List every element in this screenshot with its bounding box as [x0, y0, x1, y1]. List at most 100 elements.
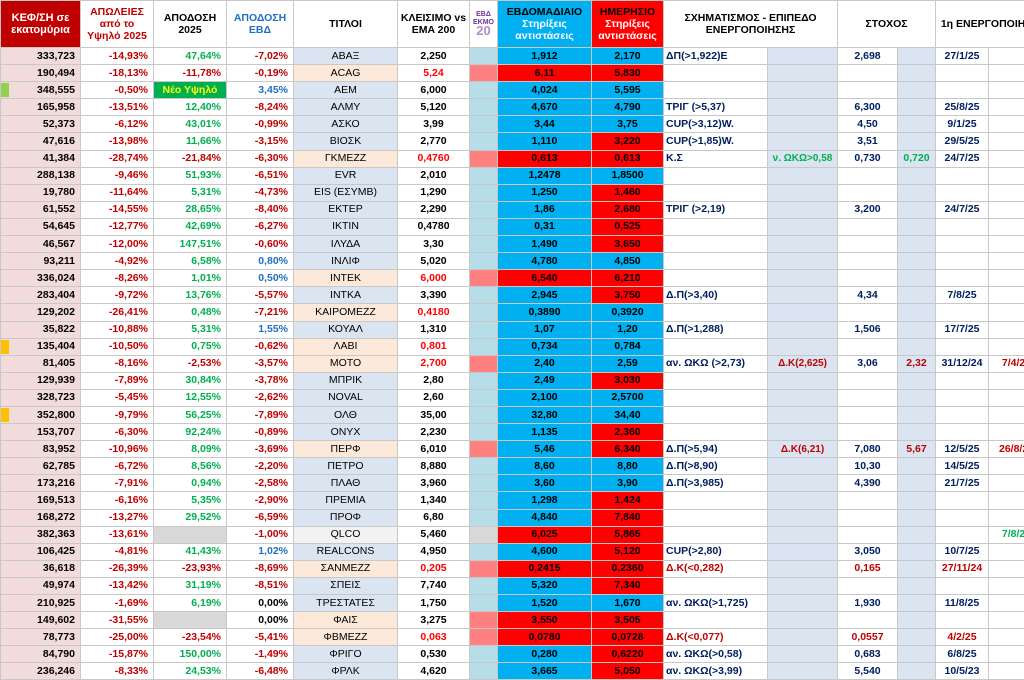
- cap-cell: 328,723: [1, 389, 81, 406]
- target2-cell: [898, 270, 936, 287]
- yr-cell: Νέο Υψηλό: [154, 82, 227, 99]
- yr-cell: 8,56%: [154, 458, 227, 475]
- loss-cell: -13,42%: [81, 577, 154, 594]
- activation2-cell: [989, 150, 1024, 167]
- weekly-cell: 1,135: [498, 424, 592, 441]
- ticker-cell: QLCO: [294, 526, 398, 543]
- ticker-cell: ΟΝΥΧ: [294, 424, 398, 441]
- wk-cell: -8,24%: [227, 99, 294, 116]
- activation-cell: 11/8/25: [936, 595, 989, 612]
- ticker-cell: ΑΛΜΥ: [294, 99, 398, 116]
- daily-cell: 3,75: [592, 116, 664, 133]
- ema-flag-cell: [470, 321, 498, 338]
- pattern-level-cell: [768, 133, 838, 150]
- wk-cell: -3,69%: [227, 441, 294, 458]
- close-cell: 5,24: [398, 65, 470, 82]
- wk-cell: -0,62%: [227, 338, 294, 355]
- weekly-cell: 3,665: [498, 663, 592, 680]
- pattern-level-cell: [768, 475, 838, 492]
- target2-cell: [898, 475, 936, 492]
- ticker-cell: ΛΑΒΙ: [294, 338, 398, 355]
- target-cell: 3,050: [838, 543, 898, 560]
- daily-cell: 3,750: [592, 287, 664, 304]
- ema-flag-cell: [470, 218, 498, 235]
- loss-cell: -1,69%: [81, 595, 154, 612]
- activation2-cell: [989, 201, 1024, 218]
- target-cell: 5,540: [838, 663, 898, 680]
- pattern-cell: [664, 526, 768, 543]
- pattern-level-cell: ν. ΩΚΩ>0,58: [768, 150, 838, 167]
- activation-cell: [936, 304, 989, 321]
- loss-cell: -18,13%: [81, 65, 154, 82]
- cap-cell: 83,952: [1, 441, 81, 458]
- daily-cell: 1,8500: [592, 167, 664, 184]
- activation2-cell: [989, 424, 1024, 441]
- pattern-level-cell: [768, 201, 838, 218]
- yr-cell: 8,09%: [154, 441, 227, 458]
- ticker-cell: ΙΝΛΙΦ: [294, 253, 398, 270]
- yr-cell: -23,54%: [154, 629, 227, 646]
- pattern-level-cell: [768, 663, 838, 680]
- ema-flag-cell: [470, 441, 498, 458]
- activation2-cell: [989, 253, 1024, 270]
- wk-cell: -8,69%: [227, 560, 294, 577]
- cap-cell: 165,958: [1, 99, 81, 116]
- header-weekly-sub: Στηρίξεις αντιστάσεις: [515, 18, 573, 42]
- pattern-level-cell: [768, 321, 838, 338]
- wk-cell: 3,45%: [227, 82, 294, 99]
- weekly-cell: 0,3890: [498, 304, 592, 321]
- loss-cell: -0,50%: [81, 82, 154, 99]
- daily-cell: 5,830: [592, 65, 664, 82]
- activation-cell: 24/7/25: [936, 201, 989, 218]
- weekly-cell: 0,2415: [498, 560, 592, 577]
- activation-cell: [936, 338, 989, 355]
- daily-cell: 5,050: [592, 663, 664, 680]
- loss-cell: -13,98%: [81, 133, 154, 150]
- close-cell: 2,290: [398, 201, 470, 218]
- activation2-cell: [989, 646, 1024, 663]
- cap-cell: 36,618: [1, 560, 81, 577]
- pattern-level-cell: [768, 577, 838, 594]
- yr-cell: 11,66%: [154, 133, 227, 150]
- row-marker: [1, 408, 9, 422]
- activation2-cell: [989, 406, 1024, 423]
- daily-cell: 4,790: [592, 99, 664, 116]
- activation2-cell: [989, 99, 1024, 116]
- target-cell: [838, 304, 898, 321]
- activation2-cell: [989, 372, 1024, 389]
- target2-cell: [898, 167, 936, 184]
- activation-cell: 14/5/25: [936, 458, 989, 475]
- yr-cell: 13,76%: [154, 287, 227, 304]
- pattern-cell: Δ.Π(>8,90): [664, 458, 768, 475]
- pattern-level-cell: [768, 526, 838, 543]
- ticker-cell: ΣΠΕΙΣ: [294, 577, 398, 594]
- daily-cell: 3,650: [592, 236, 664, 253]
- ticker-cell: ΙΝΤΚΑ: [294, 287, 398, 304]
- daily-cell: 2,680: [592, 201, 664, 218]
- yr-cell: 5,31%: [154, 184, 227, 201]
- yr-cell: 31,19%: [154, 577, 227, 594]
- activation-cell: 31/12/24: [936, 355, 989, 372]
- target2-cell: [898, 492, 936, 509]
- wk-cell: -4,73%: [227, 184, 294, 201]
- pattern-cell: Δ.Κ(<0,077): [664, 629, 768, 646]
- close-cell: 2,60: [398, 389, 470, 406]
- daily-cell: 0,2360: [592, 560, 664, 577]
- yr-cell: 42,69%: [154, 218, 227, 235]
- close-cell: 1,310: [398, 321, 470, 338]
- cap-cell: 41,384: [1, 150, 81, 167]
- target2-cell: [898, 236, 936, 253]
- ema-flag-cell: [470, 184, 498, 201]
- pattern-level-cell: [768, 287, 838, 304]
- target-cell: [838, 184, 898, 201]
- daily-cell: 3,030: [592, 372, 664, 389]
- wk-cell: 0,80%: [227, 253, 294, 270]
- daily-cell: 2,360: [592, 424, 664, 441]
- daily-cell: 0,0728: [592, 629, 664, 646]
- activation-cell: 27/1/25: [936, 48, 989, 65]
